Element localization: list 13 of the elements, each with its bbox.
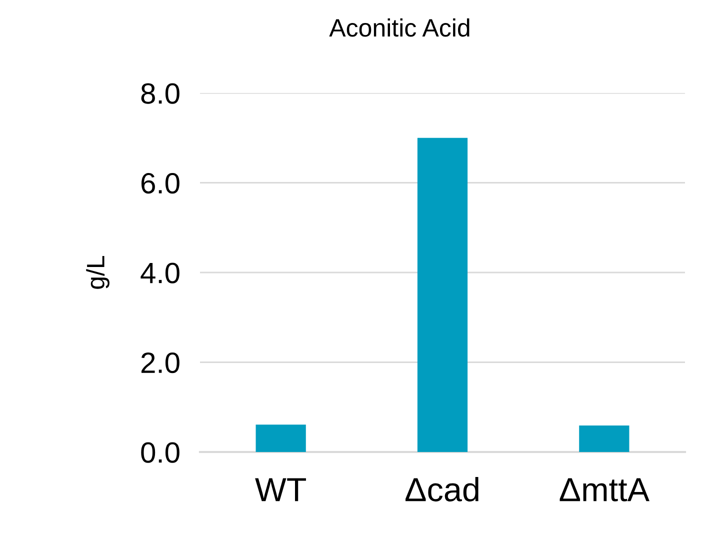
y-tick-label: 4.0 bbox=[140, 262, 180, 284]
y-axis-title: g/L bbox=[86, 256, 110, 289]
bar bbox=[579, 426, 630, 452]
bar bbox=[417, 138, 468, 452]
chart-title: Aconitic Acid bbox=[329, 18, 470, 37]
x-tick-label: Δcad bbox=[405, 477, 478, 502]
x-tick-label: WT bbox=[255, 478, 306, 502]
x-tick-label: ΔmttA bbox=[560, 478, 650, 502]
y-tick-label: 2.0 bbox=[141, 352, 180, 374]
bar bbox=[256, 424, 306, 452]
y-tick-label: 6.0 bbox=[141, 172, 180, 194]
y-tick-label: 0.0 bbox=[141, 442, 180, 463]
y-tick-label: 8.0 bbox=[141, 83, 180, 104]
